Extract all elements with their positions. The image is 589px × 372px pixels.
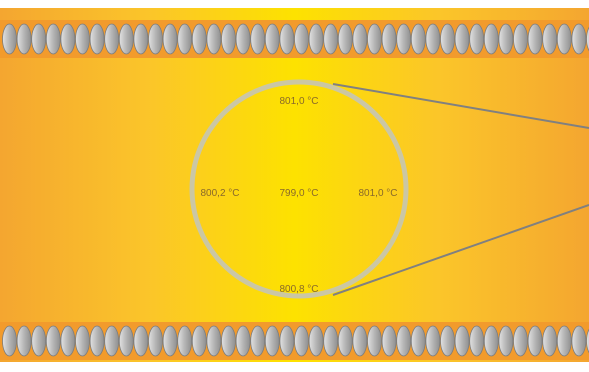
bottom-coil-loop [206,325,222,357]
bottom-coil-loop [60,325,76,357]
top-coil-loop [206,23,222,55]
bottom-coil-loop [45,325,61,357]
bottom-coil-loop [352,325,368,357]
top-coil-loop [148,23,163,55]
bottom-coil-loop [264,325,280,357]
top-coil-loop [264,23,280,55]
bottom-coil-loop [133,325,149,357]
top-coil-loop [191,23,207,55]
sample-ring [189,79,409,299]
bottom-coil-loop [542,325,558,357]
top-coil-loop [31,23,47,55]
top-coil-loop [60,23,76,55]
bottom-heater-coils [2,325,589,357]
top-coil-loop [337,23,353,55]
bottom-coil-loop [221,325,236,357]
bottom-coil-loop [498,325,514,357]
top-coil-loop [308,23,324,55]
furnace-chamber [0,8,589,362]
top-coil-loop [571,23,587,55]
callout-line-bottom [332,204,589,296]
bottom-coil-loop [556,325,572,357]
bottom-coil-loop [191,325,207,357]
top-coil-loop [542,23,558,55]
bottom-coil-loop [250,325,266,357]
reading-right: 801,0 °C [358,188,397,199]
bottom-coil-loop [483,325,499,357]
bottom-coil-loop [177,325,193,357]
bottom-coil-loop [513,325,528,357]
top-coil-loop [2,23,17,55]
top-coil-loop [586,26,589,52]
top-coil-loop [556,23,572,55]
bottom-coil-loop [396,325,412,357]
top-coil-loop [396,23,412,55]
bottom-coil-loop [323,325,339,357]
bottom-coil-loop [586,328,589,354]
bottom-coil-loop [118,325,134,357]
bottom-coil-loop [425,325,441,357]
top-coil-loop [45,23,61,55]
bottom-coil-loop [571,325,587,357]
top-coil-loop [381,23,397,55]
bottom-coil-loop [2,325,17,357]
bottom-coil-loop [148,325,163,357]
bottom-coil-loop [410,325,426,357]
top-coil-loop [440,23,455,55]
top-coil-loop [104,23,120,55]
top-coil-loop [133,23,149,55]
top-coil-loop [527,23,543,55]
top-coil-loop [425,23,441,55]
top-coil-loop [250,23,266,55]
bottom-coil-loop [308,325,324,357]
top-coil-loop [279,23,295,55]
bottom-coil-loop [454,325,470,357]
bottom-coil-loop [469,325,485,357]
bottom-coil-loop [337,325,353,357]
bottom-coil-loop [89,325,105,357]
top-coil-loop [469,23,485,55]
top-coil-loop [118,23,134,55]
bottom-coil-loop [235,325,251,357]
bottom-coil-loop [162,325,178,357]
top-coil-loop [323,23,339,55]
bottom-coil-loop [381,325,397,357]
bottom-coil-loop [294,325,309,357]
top-coil-loop [221,23,236,55]
bottom-coil-loop [31,325,47,357]
bottom-coil-loop [104,325,120,357]
callout-line-top [332,83,589,129]
bottom-coil-loop [527,325,543,357]
top-coil-loop [177,23,193,55]
reading-left: 800,2 °C [200,188,239,199]
top-coil-loop [454,23,470,55]
top-coil-loop [367,23,382,55]
top-coil-loop [352,23,368,55]
bottom-coil-loop [367,325,382,357]
bottom-coil-loop [279,325,295,357]
reading-center: 799,0 °C [279,188,318,199]
top-coil-loop [16,23,32,55]
bottom-coil-loop [75,325,90,357]
top-coil-loop [513,23,528,55]
reading-top: 801,0 °C [279,96,318,107]
top-coil-loop [89,23,105,55]
top-coil-loop [483,23,499,55]
top-coil-loop [294,23,309,55]
top-coil-loop [498,23,514,55]
bottom-coil-loop [16,325,32,357]
top-coil-loop [235,23,251,55]
reading-bottom: 800,8 °C [279,284,318,295]
bottom-coil-loop [440,325,455,357]
top-coil-loop [410,23,426,55]
top-coil-loop [75,23,90,55]
top-heater-coils [2,23,589,55]
top-coil-loop [162,23,178,55]
